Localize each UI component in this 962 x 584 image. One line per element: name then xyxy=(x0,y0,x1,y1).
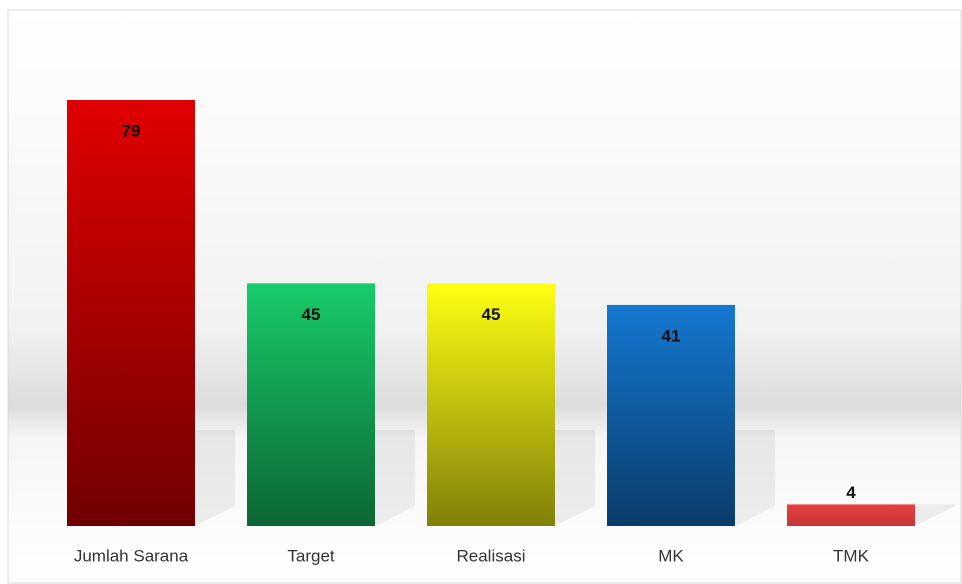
bar-shadow xyxy=(735,430,775,526)
value-label: 4 xyxy=(846,483,856,502)
bar xyxy=(607,304,735,526)
x-tick-label: Realisasi xyxy=(457,546,526,565)
bar-shadow xyxy=(375,430,415,526)
bar xyxy=(247,283,375,526)
bar xyxy=(787,504,915,526)
value-label: 41 xyxy=(662,326,681,345)
bar-shadow xyxy=(555,430,595,526)
bar-shadow xyxy=(915,504,955,526)
bar-shadow xyxy=(195,430,235,526)
value-label: 45 xyxy=(302,305,321,324)
value-label: 79 xyxy=(122,121,141,140)
x-tick-label: Target xyxy=(287,546,335,565)
bar xyxy=(67,100,195,526)
x-tick-label: MK xyxy=(658,546,684,565)
bar xyxy=(427,283,555,526)
x-tick-label: Jumlah Sarana xyxy=(74,546,189,565)
value-label: 45 xyxy=(482,305,501,324)
x-tick-label: TMK xyxy=(833,546,870,565)
